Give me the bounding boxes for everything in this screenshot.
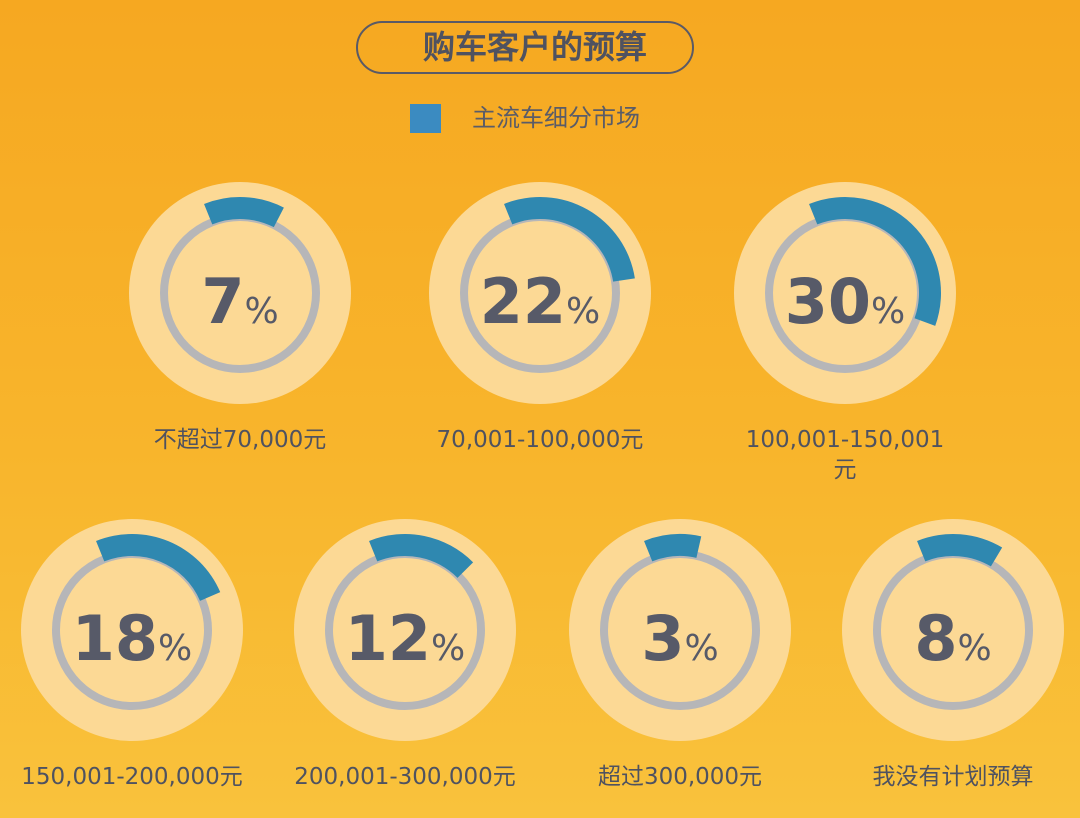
gauge-value: 30% (785, 265, 906, 338)
gauge-value: 22% (480, 265, 601, 338)
category-label: 不超过70,000元 (153, 427, 327, 453)
category-label: 200,001-300,000元 (294, 764, 516, 790)
legend-label: 主流车细分市场 (472, 104, 640, 132)
gauge-value: 7% (201, 265, 278, 338)
gauge-value: 18% (72, 602, 193, 675)
gauge-arc (917, 534, 1003, 567)
gauge-arc (504, 197, 635, 282)
gauge-value: 12% (345, 602, 466, 675)
gauge-arc (369, 534, 474, 578)
gauge-arc (96, 534, 221, 601)
category-label: 150,001-200,000元 (21, 764, 243, 790)
gauge-value: 8% (914, 602, 991, 675)
category-label: 我没有计划预算 (872, 764, 1034, 790)
gauge-arc (204, 197, 284, 228)
chart-title: 购车客户的预算 (422, 28, 647, 66)
category-label: 超过300,000元 (597, 764, 763, 790)
category-label: 70,001-100,000元 (436, 427, 644, 453)
gauge-arc (809, 196, 942, 326)
category-label: 100,001-150,001 元 (745, 427, 945, 483)
gauge-value: 3% (641, 602, 718, 675)
gauge-arc (644, 534, 702, 562)
legend-swatch (410, 104, 441, 133)
title-frame (356, 21, 694, 74)
